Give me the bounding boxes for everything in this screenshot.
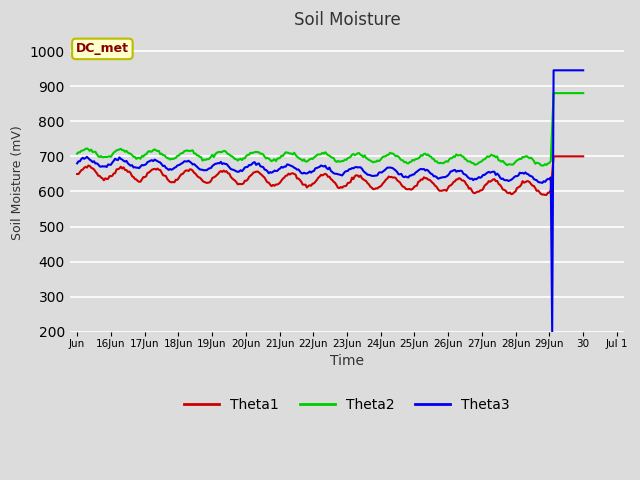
X-axis label: Time: Time (330, 354, 364, 369)
Y-axis label: Soil Moisture (mV): Soil Moisture (mV) (11, 125, 24, 240)
Title: Soil Moisture: Soil Moisture (294, 11, 401, 29)
Text: DC_met: DC_met (76, 42, 129, 55)
Legend: Theta1, Theta2, Theta3: Theta1, Theta2, Theta3 (179, 393, 515, 418)
